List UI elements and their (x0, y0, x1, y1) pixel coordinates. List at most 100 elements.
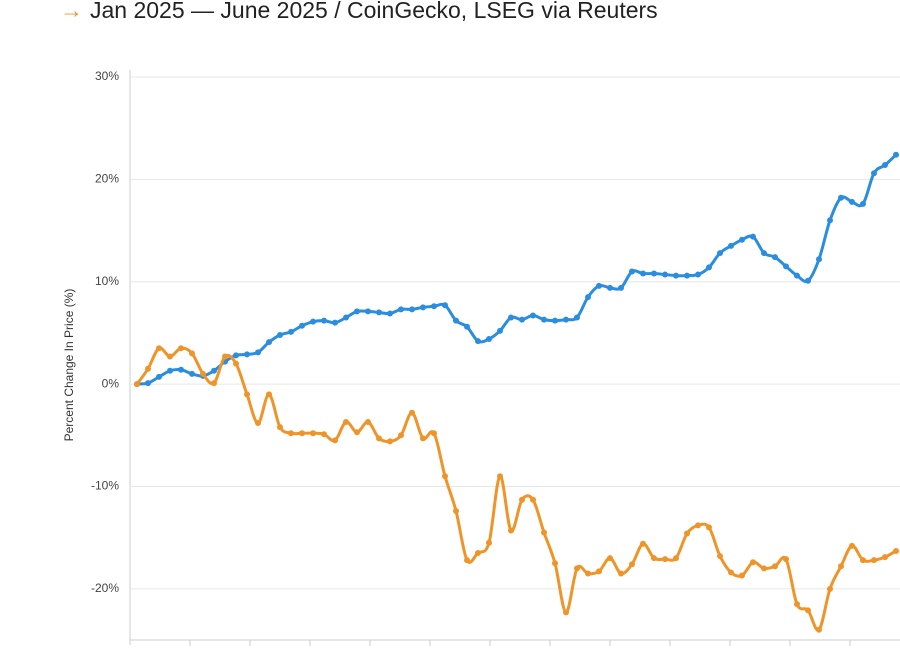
point (607, 284, 613, 291)
point (244, 351, 250, 358)
point (310, 430, 316, 437)
point (343, 314, 349, 321)
point (607, 555, 613, 562)
point (651, 555, 657, 562)
point (332, 319, 338, 326)
x-axis (129, 70, 900, 646)
point (189, 370, 195, 377)
point (167, 367, 173, 374)
point (431, 303, 437, 310)
title-arrow: → (60, 0, 83, 23)
point (497, 327, 503, 334)
point (717, 553, 723, 560)
point (442, 302, 448, 309)
point (266, 391, 272, 398)
point (497, 473, 503, 480)
y-tick-label: -20% (91, 581, 119, 595)
point (882, 554, 888, 561)
point (508, 527, 514, 534)
y-tick-label: 10% (95, 274, 119, 288)
series (134, 151, 899, 388)
point (629, 561, 635, 568)
point (354, 429, 360, 436)
point (585, 570, 591, 577)
point (365, 308, 371, 315)
point (519, 496, 525, 503)
point (563, 316, 569, 323)
point (420, 304, 426, 311)
point (574, 565, 580, 572)
point (673, 555, 679, 562)
point (563, 609, 569, 616)
point (233, 360, 239, 367)
point (805, 607, 811, 614)
point (838, 194, 844, 201)
point (728, 242, 734, 249)
point (255, 419, 261, 426)
point (552, 317, 558, 324)
point (618, 284, 624, 291)
point (299, 430, 305, 437)
point (145, 365, 151, 372)
point (211, 367, 217, 374)
point (827, 585, 833, 592)
point (739, 236, 745, 243)
point (288, 430, 294, 437)
point (409, 409, 415, 416)
point (695, 271, 701, 278)
point (541, 316, 547, 323)
point (849, 198, 855, 205)
point (662, 556, 668, 563)
point (860, 200, 866, 207)
point (552, 560, 558, 567)
point (145, 380, 151, 387)
point (761, 565, 767, 572)
point (530, 496, 536, 503)
point (739, 572, 745, 579)
point (376, 309, 382, 316)
point (816, 256, 822, 263)
point (871, 170, 877, 177)
point (750, 559, 756, 566)
point (651, 270, 657, 277)
point (772, 563, 778, 570)
y-tick-label: -10% (91, 479, 119, 493)
point (530, 312, 536, 319)
point (684, 530, 690, 537)
point (486, 539, 492, 546)
point (695, 522, 701, 529)
point (706, 524, 712, 531)
y-tick-label: 20% (95, 172, 119, 186)
point (486, 336, 492, 343)
point (640, 270, 646, 277)
point (585, 294, 591, 301)
point (783, 263, 789, 270)
point (893, 547, 899, 554)
point (871, 557, 877, 564)
point (288, 328, 294, 335)
point (805, 277, 811, 284)
point (211, 380, 217, 387)
point (860, 557, 866, 564)
point (541, 529, 547, 536)
point (783, 556, 789, 563)
point (178, 345, 184, 352)
point (464, 323, 470, 330)
line (136, 153, 898, 386)
point (574, 314, 580, 321)
point (453, 317, 459, 324)
point (222, 353, 228, 360)
point (156, 373, 162, 380)
point (277, 424, 283, 431)
point (233, 352, 239, 359)
point (706, 264, 712, 271)
point (464, 557, 470, 564)
point (662, 271, 668, 278)
point (387, 438, 393, 445)
y-tick-label: 30% (95, 69, 119, 83)
point (134, 381, 140, 388)
point (838, 563, 844, 570)
point (816, 626, 822, 633)
point (772, 254, 778, 261)
point (629, 268, 635, 275)
